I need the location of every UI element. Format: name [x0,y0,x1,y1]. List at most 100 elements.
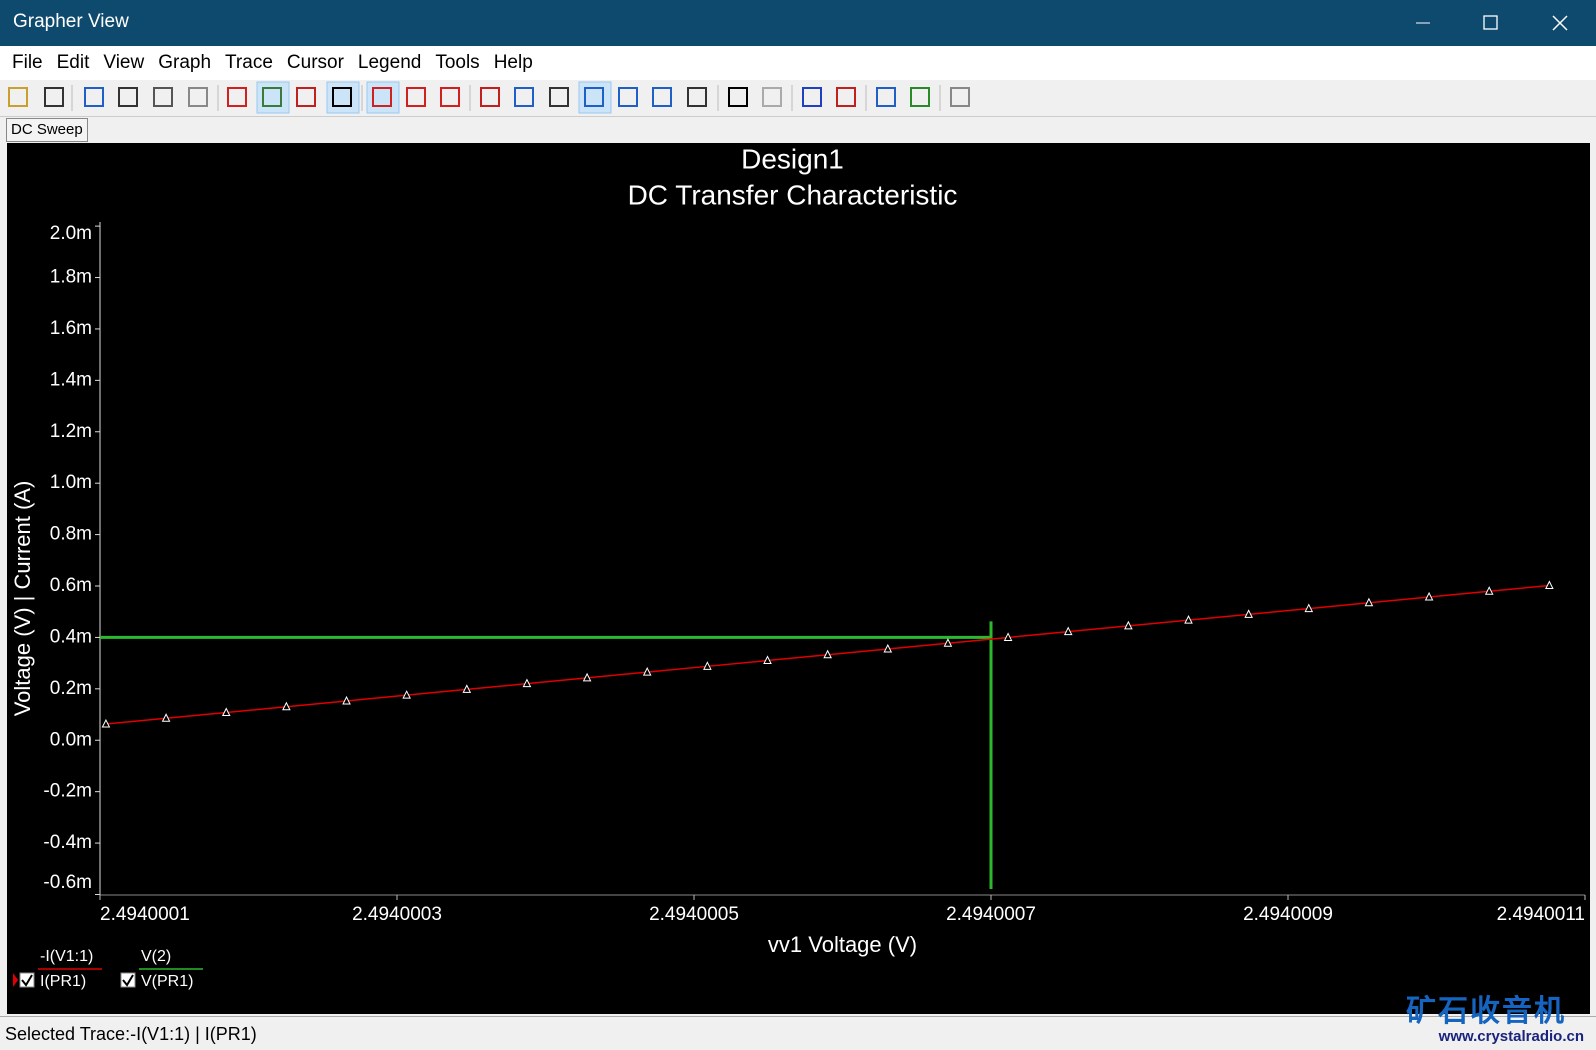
legend-probe: V(PR1) [141,973,193,990]
toolbar-button-pressed[interactable] [366,81,400,114]
x-tick-label: 2.4940003 [352,904,442,925]
window-title: Grapher View [13,11,129,32]
data-point [161,713,171,722]
toolbar-icon[interactable] [480,87,500,107]
menu-item[interactable]: Help [493,52,533,73]
toolbar-icons [8,81,970,114]
toolbar-icon[interactable] [802,87,822,107]
toolbar-button-pressed[interactable] [578,81,612,114]
tab[interactable]: DC Sweep [6,118,88,142]
y-tick-label: 0.6m [50,575,92,596]
legend-probe: I(PR1) [40,973,86,990]
data-point [763,655,772,665]
status-bar: Selected Trace:-I(V1:1) | I(PR1) [0,1016,1596,1050]
x-tick-label: 2.4940005 [649,904,739,925]
window-controls [1416,15,1568,31]
data-point [1545,580,1554,589]
data-point [1063,626,1073,636]
y-tick-label: -0.6m [43,872,92,893]
data-point [402,690,411,699]
data-point [1364,597,1374,607]
data-point [1003,632,1013,641]
watermark-title: 矿石收音机 [1406,995,1566,1028]
toolbar-icon[interactable] [876,87,896,107]
toolbar-icon[interactable] [44,87,64,107]
data-point [823,649,832,659]
maximize-button[interactable] [1483,15,1498,30]
toolbar-icon[interactable] [549,87,569,107]
y-tick-label: 1.6m [50,318,92,339]
toolbar-icon[interactable] [762,87,782,107]
plot-background [7,143,1590,1014]
toolbar-icon[interactable] [687,87,707,107]
toolbar-button-pressed[interactable] [256,81,290,114]
data-point [221,707,231,717]
toolbar-icon[interactable] [153,87,173,107]
toolbar-icon[interactable] [332,87,352,107]
legend-selected-marker [13,973,18,987]
toolbar-icon[interactable] [227,87,247,107]
y-tick-label: 0.2m [50,678,92,699]
chart-title: Design1 [741,143,844,174]
data-point [1424,591,1434,601]
toolbar-icon[interactable] [728,87,748,107]
y-tick-label: -0.2m [43,781,92,802]
toolbar-icon[interactable] [910,87,930,107]
y-tick-label: 0.8m [50,524,92,545]
toolbar-icon[interactable] [584,87,604,107]
y-tick-label: 1.0m [50,472,92,493]
x-tick-label: 2.4940001 [100,904,190,925]
menu-item[interactable]: Trace [225,52,273,73]
toolbar-icon[interactable] [8,87,28,107]
chart: Design1 DC Transfer Characteristic 2.0m 1.8… [7,143,1590,1014]
menu-item[interactable]: Graph [158,52,212,73]
data-point [703,661,712,670]
y-tick-label: 1.4m [50,369,92,390]
x-tick-label: 2.4940009 [1243,904,1333,925]
y-tick-label: 0.4m [50,626,92,647]
toolbar-icon[interactable] [296,87,316,107]
data-point [522,678,532,688]
x-axis-label: vv1 Voltage (V) [768,932,917,957]
legend-check [21,974,33,987]
toolbar-icon[interactable] [514,87,534,107]
legend-check [122,974,134,987]
toolbar-icon[interactable] [118,87,138,107]
toolbar-icon[interactable] [406,87,426,107]
data-point [642,666,652,676]
x-tick-label: 2.4940007 [946,904,1036,925]
menu-item[interactable]: Edit [56,52,90,73]
chart-subtitle: DC Transfer Characteristic [628,179,958,210]
toolbar-icon[interactable] [84,87,104,107]
data-point [1304,603,1314,613]
menu-item[interactable]: View [103,52,145,73]
title-bar: Grapher View [0,0,1596,46]
menu-item[interactable]: Legend [357,52,422,73]
menu-item[interactable]: Tools [435,52,480,73]
toolbar-icon[interactable] [262,87,282,107]
menu-bar: File Edit View Graph Trace Cursor Legend Tools H… [0,46,1596,80]
data-point [1484,586,1494,595]
menu-item[interactable]: File [12,52,43,73]
legend-name: V(2) [141,948,171,965]
data-point [1124,620,1133,630]
toolbar-button-pressed[interactable] [326,81,360,114]
toolbar-icon[interactable] [618,87,638,107]
toolbar-icon[interactable] [372,87,392,107]
legend-name: -I(V1:1) [40,948,93,965]
toolbar-icon[interactable] [440,87,460,107]
menu-item[interactable]: Cursor [286,52,344,73]
data-point [582,672,592,682]
toolbar-icon[interactable] [950,87,970,107]
data-point [1244,609,1253,618]
close-button[interactable] [1552,15,1568,31]
toolbar [0,80,1596,117]
y-tick-label: -0.4m [43,832,92,853]
toolbar-icon[interactable] [836,87,856,107]
y-tick-label: 1.2m [50,421,92,442]
x-tick-label: 2.4940011 [1497,904,1585,925]
toolbar-icon[interactable] [188,87,208,107]
toolbar-icon[interactable] [652,87,672,107]
data-point [1184,615,1193,624]
